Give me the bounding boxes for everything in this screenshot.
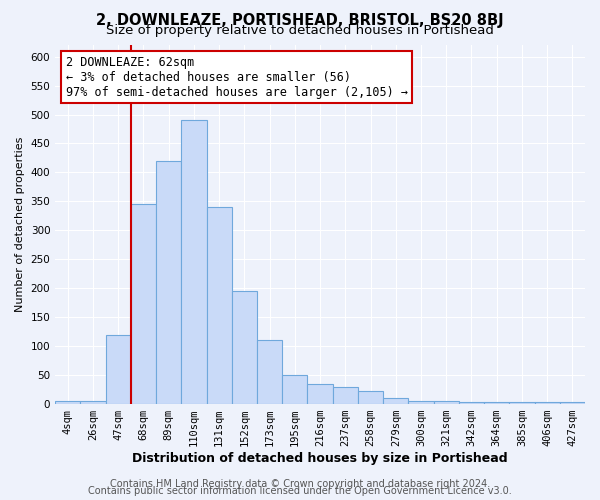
Bar <box>131 204 156 404</box>
Y-axis label: Number of detached properties: Number of detached properties <box>15 137 25 312</box>
Text: Contains public sector information licensed under the Open Government Licence v3: Contains public sector information licen… <box>88 486 512 496</box>
Bar <box>484 402 509 404</box>
Bar <box>383 398 409 404</box>
Bar <box>55 401 80 404</box>
Bar <box>332 386 358 404</box>
Bar <box>232 291 257 404</box>
Bar <box>535 402 560 404</box>
Bar <box>358 392 383 404</box>
Text: 2 DOWNLEAZE: 62sqm
← 3% of detached houses are smaller (56)
97% of semi-detached: 2 DOWNLEAZE: 62sqm ← 3% of detached hous… <box>66 56 408 99</box>
Text: 2, DOWNLEAZE, PORTISHEAD, BRISTOL, BS20 8BJ: 2, DOWNLEAZE, PORTISHEAD, BRISTOL, BS20 … <box>96 12 504 28</box>
Bar <box>509 402 535 404</box>
Bar <box>257 340 282 404</box>
Bar <box>434 401 459 404</box>
Text: Contains HM Land Registry data © Crown copyright and database right 2024.: Contains HM Land Registry data © Crown c… <box>110 479 490 489</box>
Bar <box>307 384 332 404</box>
Bar <box>106 334 131 404</box>
Bar <box>409 401 434 404</box>
Bar <box>560 402 585 404</box>
X-axis label: Distribution of detached houses by size in Portishead: Distribution of detached houses by size … <box>132 452 508 465</box>
Bar <box>181 120 206 404</box>
Bar <box>206 207 232 404</box>
Bar <box>282 375 307 404</box>
Bar <box>459 402 484 404</box>
Text: Size of property relative to detached houses in Portishead: Size of property relative to detached ho… <box>106 24 494 37</box>
Bar <box>156 161 181 404</box>
Bar <box>80 401 106 404</box>
